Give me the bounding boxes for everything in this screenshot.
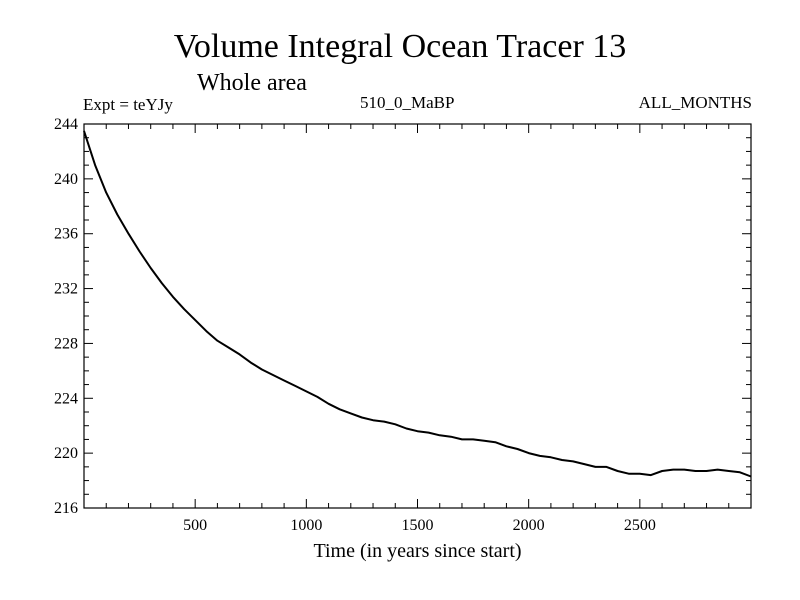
plot-frame — [83, 123, 752, 509]
y-tick-label: 232 — [54, 281, 78, 298]
x-tick-label: 2000 — [513, 517, 545, 534]
y-tick-label: 244 — [54, 116, 78, 133]
x-tick-label: 1500 — [402, 517, 434, 534]
y-tick-label: 240 — [54, 171, 78, 188]
y-tick-label: 224 — [54, 390, 78, 407]
months-label: ALL_MONTHS — [638, 93, 752, 112]
y-tick-label: 236 — [54, 226, 78, 243]
experiment-label: Expt = teYJy — [83, 95, 173, 114]
x-tick-label: 2500 — [624, 517, 656, 534]
chart-title: Volume Integral Ocean Tracer 13 — [173, 28, 627, 65]
period-label: 510_0_MaBP — [360, 93, 455, 112]
series-line — [83, 130, 752, 478]
y-tick-label: 220 — [54, 445, 78, 462]
chart-subtitle: Whole area — [197, 70, 307, 96]
x-tick-label: 500 — [183, 517, 207, 534]
y-tick-label: 216 — [54, 500, 78, 517]
y-tick-label: 228 — [54, 335, 78, 352]
x-tick-label: 1000 — [290, 517, 322, 534]
x-axis-title: Time (in years since start) — [313, 540, 521, 562]
